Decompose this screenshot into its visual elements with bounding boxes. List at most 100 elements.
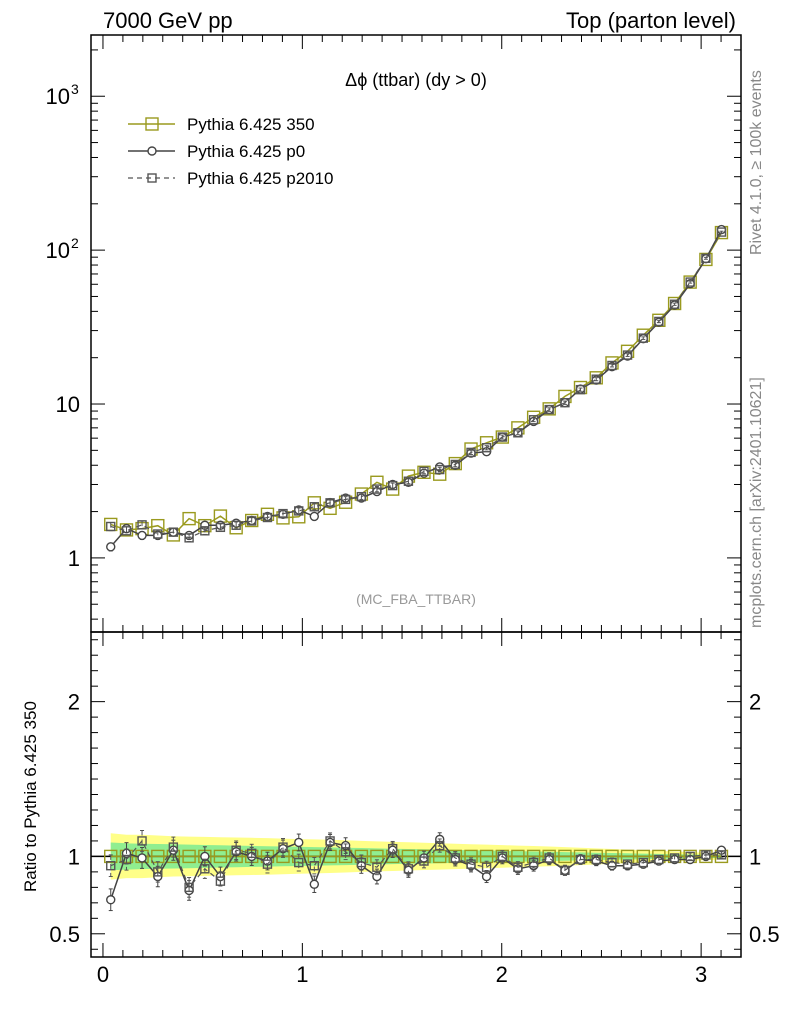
ratio-point [137,836,147,846]
main-series-square-solid [104,225,729,542]
ratio-point [294,837,304,848]
main-line [110,229,723,548]
ratio-ylabel: Ratio to Pythia 6.425 350 [21,701,40,892]
main-point [294,506,304,516]
ratio-point [106,895,116,905]
ratio-point [372,862,382,872]
main-point [607,360,617,371]
ratio-point [325,836,335,846]
ratio-point [544,853,554,863]
ratio-point [591,854,601,865]
main-point [638,333,649,343]
ratio-point [278,842,288,852]
ratio-point [481,862,492,872]
main-point [481,443,492,453]
main-point [417,465,431,479]
ratio-point [294,857,304,868]
ratio-point [685,851,695,862]
main-point [184,533,194,543]
main-point [435,464,445,475]
main-ytick-label: 10 [46,84,70,109]
main-point [544,404,554,415]
ratio-ytick-label-right: 0.5 [749,922,780,947]
ratio-point [513,862,523,872]
watermark: (MC_FBA_TTBAR) [356,591,476,607]
ratio-point [701,850,711,860]
main-point [356,491,367,502]
main-point [450,459,460,470]
ratio-point [231,845,241,855]
main-point [245,513,259,528]
ratio-point [560,865,570,876]
main-point [528,415,539,425]
rivet-label: Rivet 4.1.0, ≥ 100k events [748,70,765,255]
main-point [325,498,335,508]
ratio-line [109,838,722,900]
main-point [699,252,713,267]
ratio-point [309,879,320,889]
ratio-point [213,849,228,864]
main-point [387,480,398,491]
ratio-point [403,864,414,874]
ratio-ytick-label: 2 [68,690,80,715]
main-point [137,530,147,541]
ratio-point [466,859,476,869]
main-point [575,384,586,395]
ratio-point [200,864,210,874]
ratio-point [121,854,132,865]
main-point [419,466,429,477]
ratio-point [638,857,649,868]
ratio-point [153,867,163,877]
ratio-ytick-label-right: 2 [749,690,761,715]
main-point [309,511,320,522]
main-line [110,232,723,536]
main-point [701,253,711,263]
ratio-point [168,842,179,852]
main-point [403,476,414,486]
ratio-xtick-label: 3 [695,962,707,987]
ratio-point [419,856,429,866]
mcplots-label: mcplots.cern.ch [arXiv:2401.10621] [748,377,765,628]
main-point [137,520,147,530]
ratio-point [387,843,398,854]
ratio-point [215,876,226,886]
main-point [182,511,196,526]
ratio-point [247,848,257,859]
main-point [497,432,508,442]
legend-marker [147,173,157,183]
main-title: Δϕ (ttbar) (dy > 0) [345,70,487,90]
main-point [372,484,382,494]
main-point [106,521,116,532]
main-point [466,447,476,458]
main-ytick-label: 10 [56,392,80,417]
ratio-frame [90,631,742,958]
ratio-point [356,857,367,868]
main-point [622,350,633,360]
legend-label: Pythia 6.425 p0 [187,142,305,161]
main-point [215,522,226,533]
ratio-point [716,850,727,860]
ratio-point [340,847,351,857]
ratio-point [182,849,196,864]
main-point [247,516,257,526]
legend-marker [147,146,157,156]
main-ytick-exponent: 3 [71,81,79,97]
legend-label: Pythia 6.425 350 [187,115,315,134]
ratio-ytick-label-right: 1 [749,844,761,869]
ratio-point [669,853,680,863]
header-right: Top (parton level) [566,8,736,33]
ratio-point [558,849,572,864]
ratio-point [309,860,320,871]
main-point [542,402,556,416]
main-point [262,512,273,523]
main-point [716,227,727,237]
main-point [495,430,510,444]
main-point [669,299,680,309]
ratio-ytick-label: 1 [68,844,80,869]
header-left: 7000 GeV pp [103,8,233,33]
ratio-xtick-label: 0 [97,962,109,987]
ratio-point [528,857,539,868]
legend: Pythia 6.425 350 Pythia 6.425 p0 Pythia 6.… [128,115,334,188]
